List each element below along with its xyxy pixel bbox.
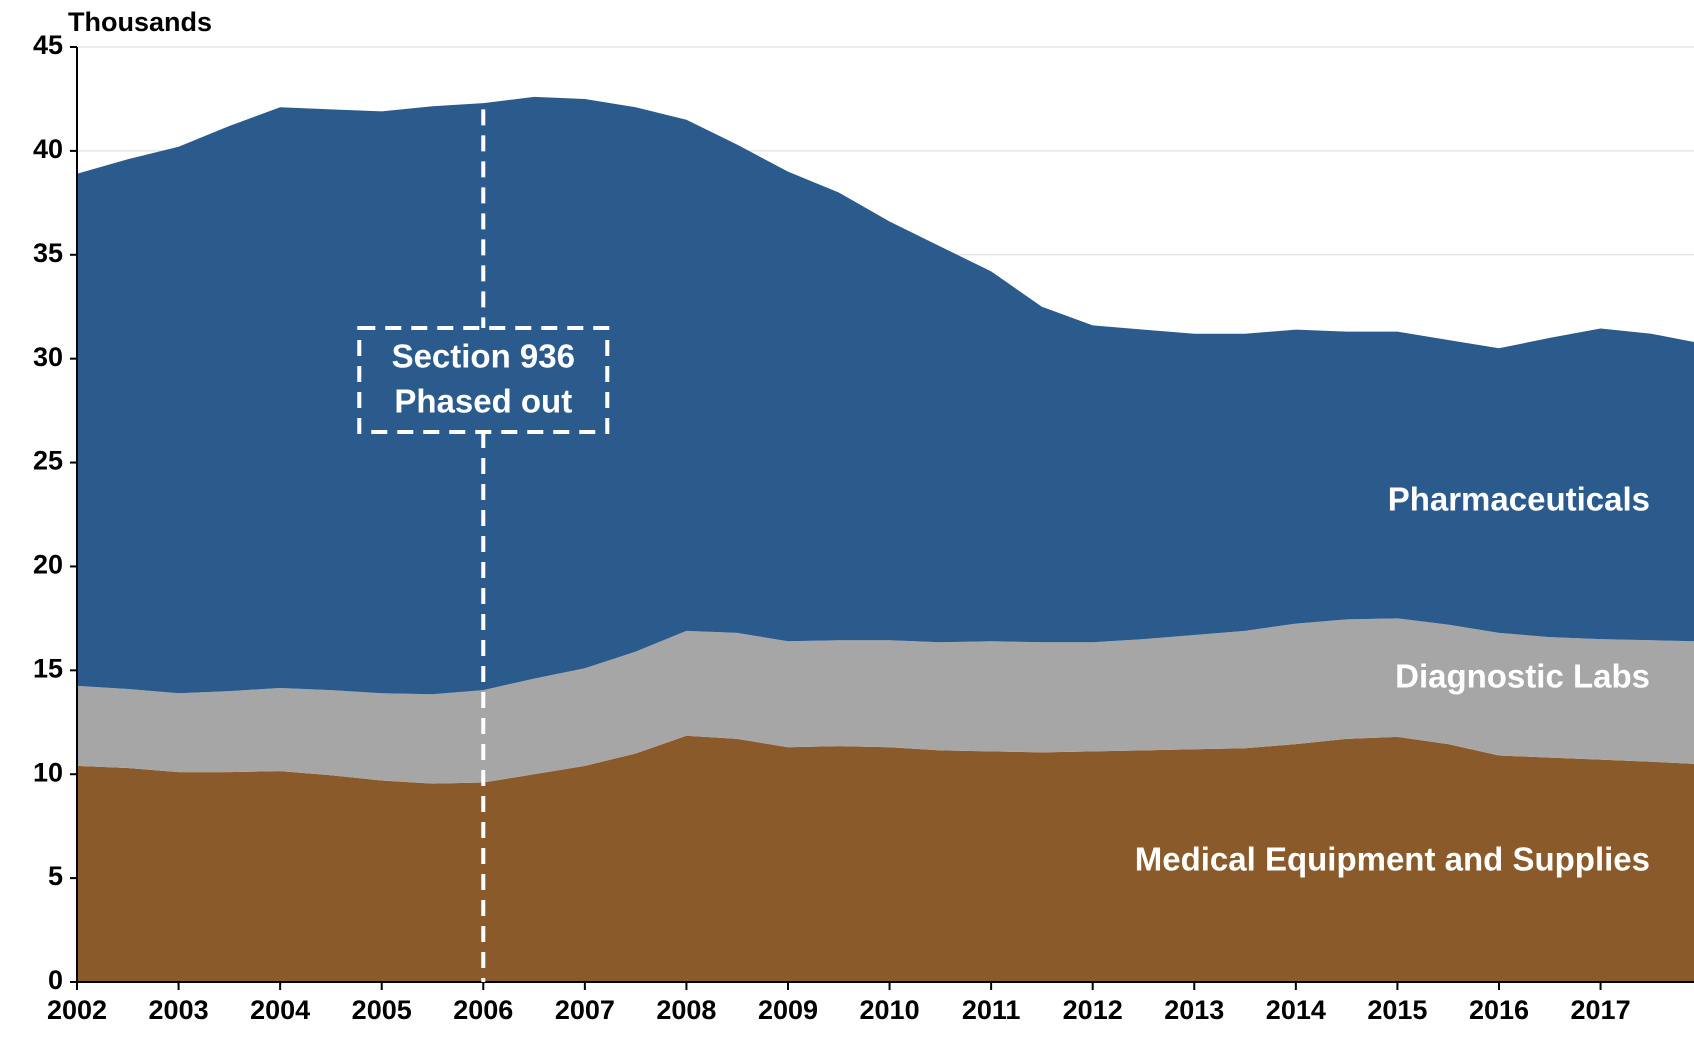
annotation-text: Section 936 <box>392 338 575 375</box>
x-tick-label: 2005 <box>352 995 412 1025</box>
y-tick-label: 45 <box>33 30 63 60</box>
y-tick-label: 5 <box>48 861 63 891</box>
x-tick-label: 2017 <box>1571 995 1631 1025</box>
x-tick-label: 2015 <box>1367 995 1427 1025</box>
area <box>77 96 1694 695</box>
x-tick-label: 2006 <box>453 995 513 1025</box>
y-axis-label: Thousands <box>68 7 212 37</box>
y-tick-label: 25 <box>33 446 63 476</box>
series-label: Diagnostic Labs <box>1395 658 1650 695</box>
y-tick-label: 30 <box>33 342 63 372</box>
y-tick-label: 0 <box>48 965 63 995</box>
annotation-box <box>357 326 610 434</box>
area <box>77 735 1694 982</box>
area <box>77 618 1694 784</box>
x-tick-label: 2012 <box>1063 995 1123 1025</box>
y-tick-label: 15 <box>33 653 63 683</box>
x-tick-label: 2004 <box>250 995 310 1025</box>
series-label: Medical Equipment and Supplies <box>1135 841 1650 878</box>
x-tick-label: 2003 <box>149 995 209 1025</box>
y-tick-label: 10 <box>33 757 63 787</box>
annotation-text: Phased out <box>394 383 572 420</box>
y-tick-label: 40 <box>33 134 63 164</box>
x-tick-label: 2009 <box>758 995 818 1025</box>
x-tick-label: 2007 <box>555 995 615 1025</box>
x-tick-label: 2011 <box>962 995 1021 1025</box>
x-tick-label: 2013 <box>1164 995 1224 1025</box>
x-tick-label: 2010 <box>860 995 920 1025</box>
y-tick-label: 35 <box>33 238 63 268</box>
x-tick-label: 2002 <box>47 995 107 1025</box>
y-tick-label: 20 <box>33 550 63 580</box>
x-tick-label: 2008 <box>656 995 716 1025</box>
x-tick-label: 2014 <box>1266 995 1326 1025</box>
x-tick-label: 2016 <box>1469 995 1529 1025</box>
series-label: Pharmaceuticals <box>1388 481 1650 518</box>
